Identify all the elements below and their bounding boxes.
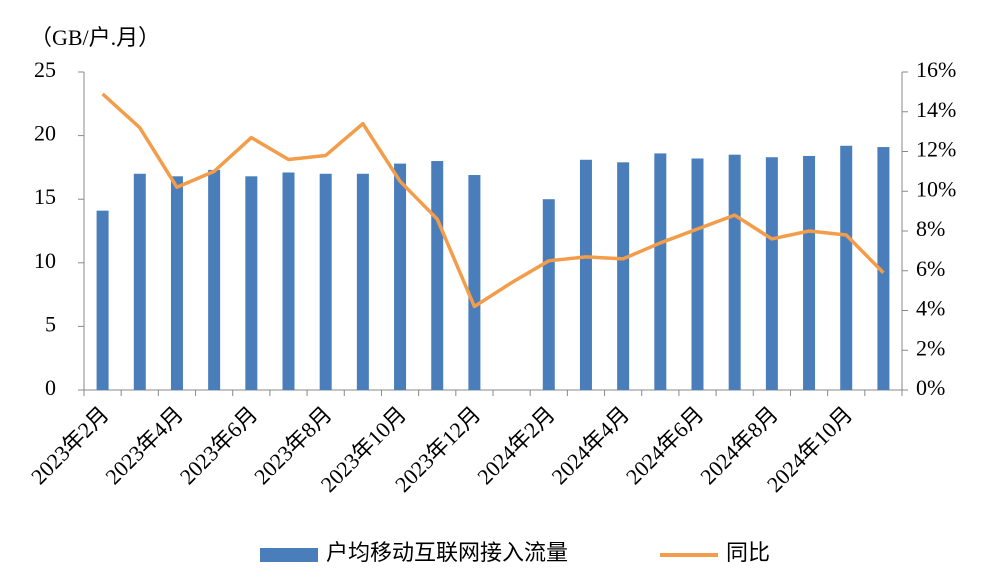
y2-tick-label: 14%	[916, 97, 956, 122]
x-tick-label: 2024年4月	[547, 401, 635, 489]
bar	[208, 169, 221, 390]
bar	[765, 157, 778, 390]
legend-label: 户均移动互联网接入流量	[326, 540, 568, 565]
bar	[431, 161, 444, 390]
bar	[96, 210, 109, 390]
y2-tick-label: 4%	[916, 296, 945, 321]
bar	[170, 176, 183, 390]
y-tick-label: 10	[34, 248, 56, 273]
legend-swatch	[260, 548, 318, 562]
bar	[319, 173, 332, 390]
bar	[617, 162, 630, 390]
y-tick-label: 25	[34, 57, 56, 82]
x-tick-label: 2023年6月	[175, 401, 263, 489]
y-tick-label: 15	[34, 184, 56, 209]
y2-tick-label: 0%	[916, 375, 945, 400]
bar	[133, 173, 146, 390]
x-tick-label: 2023年4月	[100, 401, 188, 489]
bar	[877, 147, 890, 390]
x-tick-label: 2024年2月	[472, 401, 560, 489]
y2-tick-label: 8%	[916, 216, 945, 241]
y2-tick-label: 6%	[916, 256, 945, 281]
bar	[840, 145, 853, 390]
bar	[691, 158, 704, 390]
y-tick-label: 5	[45, 311, 56, 336]
y2-tick-label: 16%	[916, 57, 956, 82]
bar	[803, 155, 816, 390]
y2-tick-label: 12%	[916, 137, 956, 162]
bar	[245, 176, 258, 390]
bar	[394, 163, 407, 390]
bar	[728, 154, 741, 390]
line	[101, 92, 885, 309]
x-tick-label: 2024年6月	[621, 401, 709, 489]
bar	[356, 173, 369, 390]
x-tick-label: 2023年2月	[26, 401, 114, 489]
bar	[654, 153, 667, 390]
y-tick-label: 20	[34, 121, 56, 146]
y-tick-label: 0	[45, 375, 56, 400]
y2-tick-label: 10%	[916, 176, 956, 201]
bar	[282, 172, 295, 390]
bar	[542, 199, 555, 390]
bar	[579, 159, 592, 390]
legend-label: 同比	[726, 540, 770, 565]
bar	[468, 175, 481, 390]
y2-tick-label: 2%	[916, 335, 945, 360]
unit-label: （GB/户.月）	[30, 25, 160, 50]
